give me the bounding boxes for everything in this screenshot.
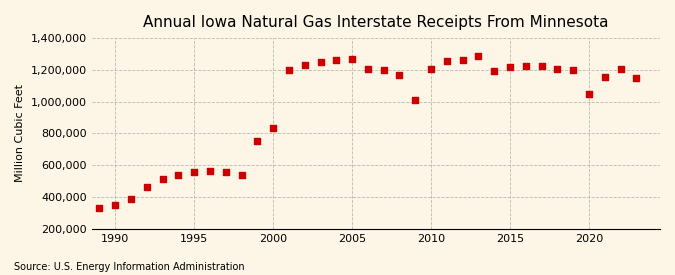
Point <box>599 75 610 79</box>
Point <box>205 169 215 174</box>
Point <box>410 98 421 102</box>
Point <box>362 67 373 71</box>
Point <box>252 138 263 143</box>
Point <box>189 170 200 174</box>
Point <box>552 67 563 71</box>
Point <box>157 177 168 182</box>
Point <box>315 60 326 64</box>
Point <box>378 68 389 72</box>
Point <box>457 58 468 62</box>
Point <box>126 197 136 202</box>
Point <box>584 92 595 97</box>
Title: Annual Iowa Natural Gas Interstate Receipts From Minnesota: Annual Iowa Natural Gas Interstate Recei… <box>143 15 609 30</box>
Point <box>347 57 358 61</box>
Point <box>615 67 626 71</box>
Point <box>331 57 342 62</box>
Point <box>220 170 231 174</box>
Point <box>284 68 294 72</box>
Point <box>520 64 531 68</box>
Point <box>299 63 310 67</box>
Point <box>568 68 578 72</box>
Point <box>173 172 184 177</box>
Point <box>441 59 452 63</box>
Point <box>426 67 437 71</box>
Point <box>505 65 516 70</box>
Point <box>110 203 121 207</box>
Point <box>473 54 484 59</box>
Point <box>394 73 405 78</box>
Point <box>489 69 500 74</box>
Y-axis label: Million Cubic Feet: Million Cubic Feet <box>15 84 25 182</box>
Text: Source: U.S. Energy Information Administration: Source: U.S. Energy Information Administ… <box>14 262 244 272</box>
Point <box>536 64 547 68</box>
Point <box>236 173 247 178</box>
Point <box>631 76 642 80</box>
Point <box>141 185 152 189</box>
Point <box>94 206 105 210</box>
Point <box>268 126 279 130</box>
